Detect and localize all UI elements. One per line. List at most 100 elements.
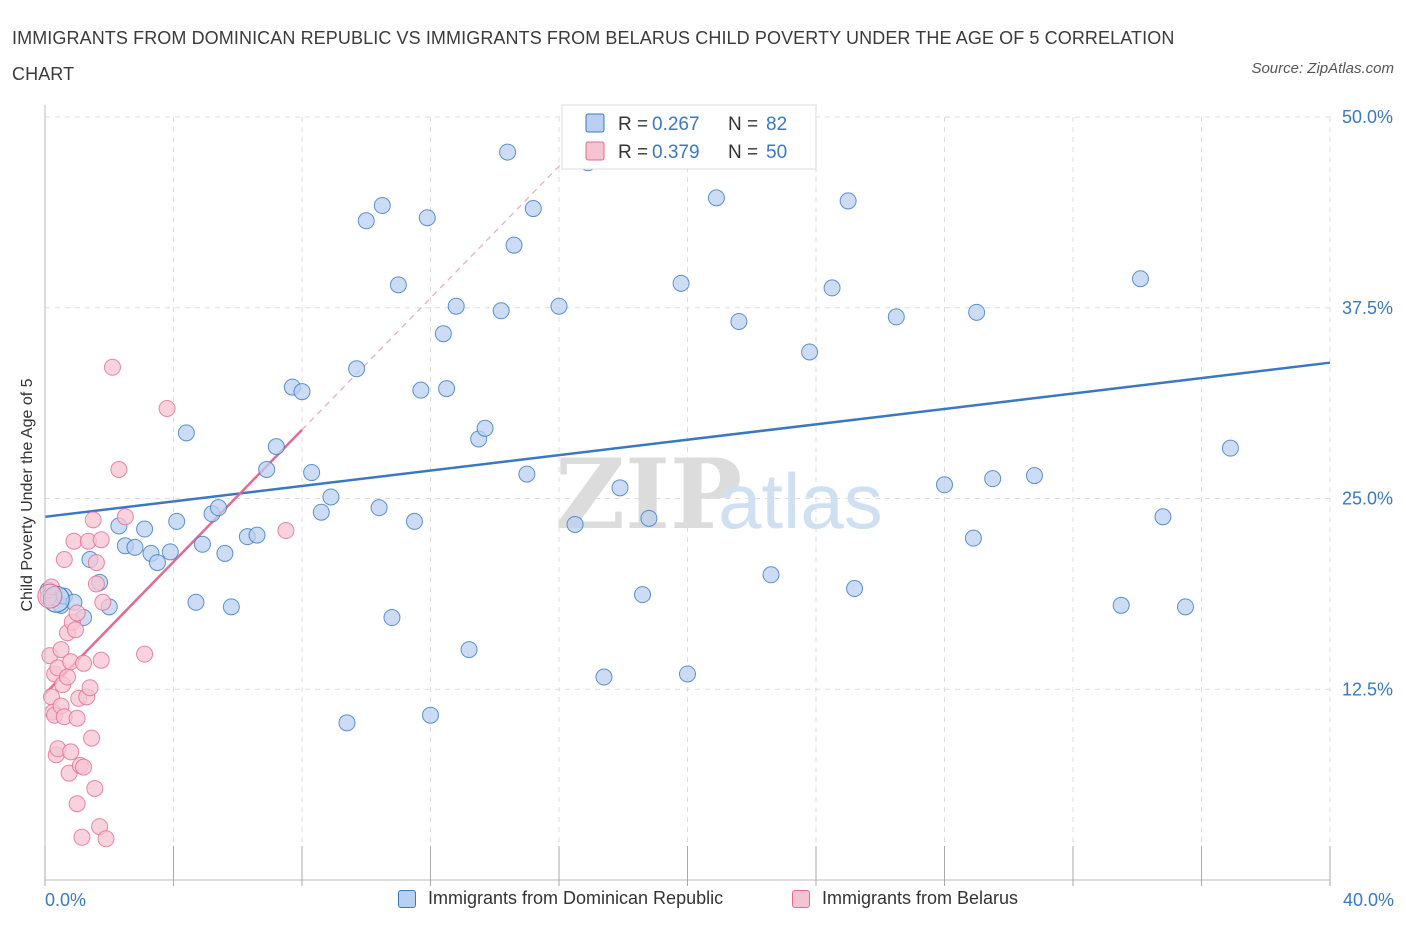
belarus-point (83, 729, 101, 747)
chart-source: Source: ZipAtlas.com (1251, 60, 1394, 77)
dominican-point (1112, 596, 1130, 614)
belarus-point (68, 604, 86, 622)
dominican-point (168, 512, 186, 530)
dominican-point (148, 554, 166, 572)
belarus-point (97, 830, 115, 848)
dominican-point (209, 499, 227, 517)
legend-item-belarus: Immigrants from Belarus (792, 888, 1018, 909)
dominican-point (447, 297, 465, 315)
dominican-point (312, 503, 330, 521)
legend-item-dominican: Immigrants from Dominican Republic (398, 888, 723, 909)
belarus-point (87, 554, 105, 572)
belarus-point (37, 583, 63, 609)
legend-top-swatch-pink (585, 141, 605, 161)
legend-top: R = 0.267 N = 82 R = 0.379 N = 50 (561, 104, 817, 170)
dominican-point (887, 308, 905, 326)
dominican-point (611, 479, 629, 497)
trend-layer (44, 139, 1331, 695)
dominican-point (762, 566, 780, 584)
dominican-point (303, 464, 321, 482)
x-tick-label-min: 0.0% (45, 890, 87, 910)
dominican-point (550, 297, 568, 315)
dominican-point (438, 380, 456, 398)
dominican-point (248, 526, 266, 544)
dominican-point (984, 470, 1002, 488)
belarus-point (103, 358, 121, 376)
belarus-point (94, 593, 112, 611)
belarus-trend-extension (301, 139, 586, 431)
dominican-point (1154, 508, 1172, 526)
dominican-trend-line (44, 361, 1331, 519)
belarus-point (110, 461, 128, 479)
dominican-point (936, 476, 953, 494)
dominican-point (846, 580, 864, 598)
dominican-point (222, 598, 240, 616)
legend-swatch-belarus (792, 889, 810, 908)
dominican-point (1221, 439, 1239, 457)
belarus-point (68, 795, 86, 813)
legend-label-dominican: Immigrants from Dominican Republic (428, 888, 724, 908)
y-tick-label: 37.5% (1342, 298, 1393, 318)
dominican-point (460, 641, 478, 659)
grid-layer (45, 116, 1331, 880)
dominican-point (267, 438, 285, 456)
dominican-point (566, 515, 584, 533)
dominican-point (839, 192, 857, 210)
legend-r-value-2: 0.379 (652, 142, 700, 163)
belarus-point (158, 399, 176, 417)
belarus-point (58, 668, 76, 686)
y-tick-label: 12.5% (1342, 679, 1393, 699)
belarus-point (84, 511, 102, 529)
dominican-point (476, 419, 494, 437)
belarus-point (55, 551, 73, 569)
dominican-point (672, 274, 690, 292)
legend-n-value-2: 50 (766, 142, 787, 163)
belarus-point (75, 654, 93, 672)
dominican-point (679, 665, 696, 683)
dominican-point (422, 706, 439, 724)
dominican-point (595, 668, 613, 686)
belarus-point (277, 522, 295, 540)
dominican-point (1176, 598, 1194, 616)
belarus-point (87, 575, 105, 593)
dominican-point (348, 360, 366, 378)
legend-r-label-1: R = (618, 114, 648, 135)
dominican-point (370, 499, 388, 517)
dominican-point (373, 197, 391, 215)
dominican-point (524, 200, 542, 218)
belarus-point (116, 508, 134, 526)
dominican-point (126, 538, 144, 556)
dominican-point (136, 520, 154, 538)
dominican-point (968, 303, 986, 321)
dominican-point (357, 212, 375, 230)
dominican-point (187, 593, 205, 611)
belarus-point (92, 531, 110, 549)
dominican-point (434, 325, 452, 343)
dominican-point (518, 465, 536, 483)
watermark-atlas: atlas (718, 457, 883, 545)
y-tick-label: 25.0% (1342, 489, 1393, 509)
dominican-point (389, 276, 407, 294)
belarus-point (75, 758, 93, 776)
axis-layer: 12.5% 25.0% 37.5% 50.0% (44, 105, 1393, 886)
dominican-point (258, 461, 276, 479)
dominican-point (499, 143, 517, 161)
dominican-point (640, 509, 658, 527)
watermark-zip: ZIP (555, 438, 742, 551)
chart-title: IMMIGRANTS FROM DOMINICAN REPUBLIC VS IM… (12, 28, 1175, 84)
dominican-point (338, 714, 356, 732)
dominican-point (964, 529, 982, 547)
legend-n-label-1: N = (728, 114, 758, 135)
dominican-point (216, 544, 234, 562)
belarus-point (52, 641, 70, 659)
dominican-point (801, 343, 819, 361)
legend-n-value-1: 82 (766, 114, 787, 135)
belarus-point (67, 621, 85, 639)
legend-r-value-1: 0.267 (652, 114, 700, 135)
dominican-point (634, 586, 652, 604)
belarus-point (81, 679, 99, 697)
legend-top-swatch-blue (585, 113, 605, 133)
belarus-point (62, 743, 80, 761)
belarus-point (73, 828, 91, 846)
